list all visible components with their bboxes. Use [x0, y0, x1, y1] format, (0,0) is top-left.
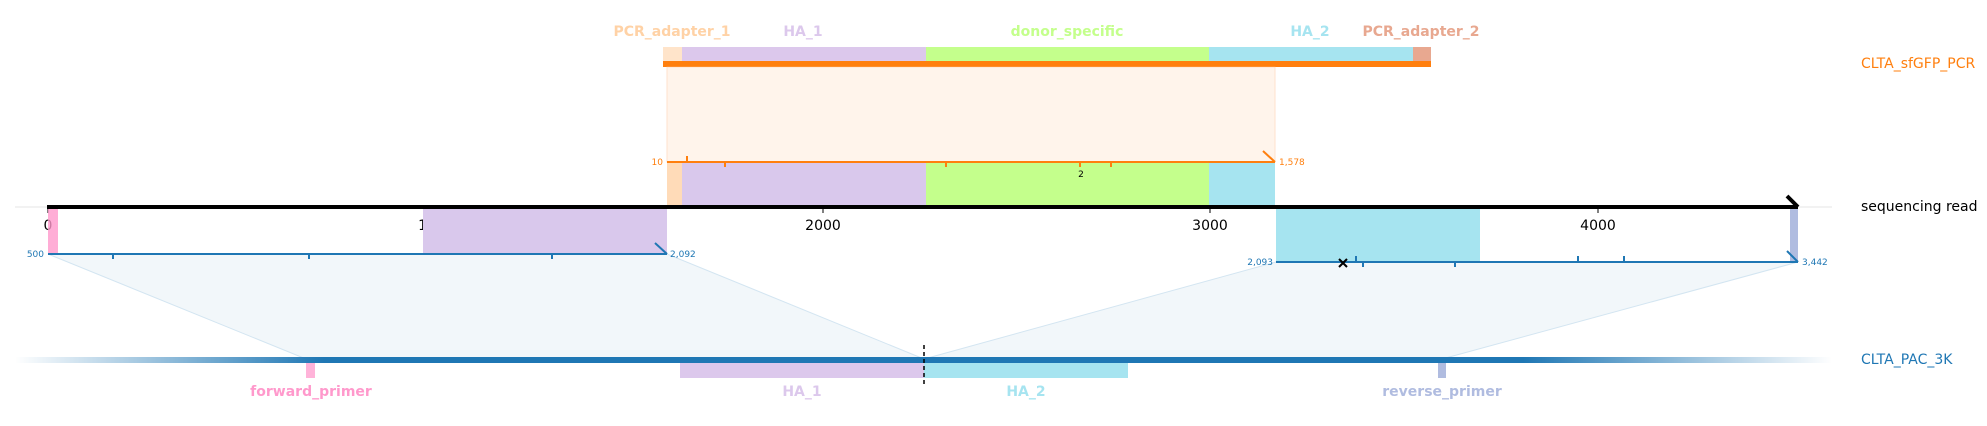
top-proj-ha1 [682, 162, 926, 207]
bottom-left-end-hook [654, 242, 668, 255]
top-alignment-end-hook [1262, 150, 1276, 163]
top-proj-ha2 [1209, 162, 1275, 207]
bottom-left-alignment-shading [47, 253, 925, 360]
bottom-feature-ha1-block [680, 363, 924, 378]
read-axis-tick-label-2000: 2000 [805, 218, 841, 234]
top-alignment-shading [666, 66, 1276, 163]
top-alignment-indel-label: 2 [1078, 170, 1084, 180]
bottom-feature-reverse-primer-block [1438, 363, 1446, 378]
bottom-reference-name: CLTA_PAC_3K [1861, 352, 1953, 368]
bottom-right-alignment: 2,093 3,442 [923, 209, 1828, 360]
bottom-feature-forward-primer-block [306, 363, 315, 378]
top-proj-donor [926, 162, 1209, 207]
bottom-feature-label-ha2: HA_2 [1006, 384, 1045, 400]
top-feature-label-donor-specific: donor_specific [1011, 24, 1124, 40]
read-axis-tick-label-4000: 4000 [1580, 218, 1616, 234]
deletion-mark-icon [1338, 258, 1348, 268]
bottom-feature-ha2-block [924, 363, 1128, 378]
bottom-right-start-label: 2,093 [1247, 258, 1273, 268]
bottom-reference: forward_primer HA_1 HA_2 reverse_primer … [15, 345, 1953, 400]
top-feature-label-ha1: HA_1 [783, 24, 822, 40]
bottom-right-reverse-primer-band [1790, 209, 1798, 262]
bottom-left-start-label: 500 [27, 250, 44, 260]
top-alignment-start-label: 10 [652, 158, 664, 168]
bottom-feature-label-reverse-primer: reverse_primer [1382, 384, 1502, 400]
bottom-right-end-label: 3,442 [1802, 258, 1828, 268]
bottom-left-ha1-band [423, 209, 667, 254]
top-proj-pcr-adapter-1 [667, 162, 682, 207]
read-axis-tick-label-3000: 3000 [1192, 218, 1228, 234]
bottom-right-end-hook [1786, 250, 1799, 263]
top-reference-bar [663, 61, 1431, 67]
read-axis-end-hook [1785, 194, 1800, 209]
top-feature-label-ha2: HA_2 [1290, 24, 1329, 40]
top-alignment: 10 1,578 2 [652, 66, 1305, 207]
bottom-right-alignment-shading [923, 261, 1799, 360]
top-feature-label-pcr-adapter-1: PCR_adapter_1 [613, 24, 730, 40]
read-name: sequencing read [1861, 199, 1977, 215]
bottom-left-end-label: 2,092 [670, 250, 696, 260]
bottom-left-alignment: 500 2,092 [27, 209, 925, 360]
bottom-right-ha2-band [1276, 209, 1480, 262]
top-reference: PCR_adapter_1 HA_1 donor_specific HA_2 P… [613, 24, 1975, 72]
bottom-left-forward-primer-band [48, 209, 58, 254]
top-reference-name: CLTA_sfGFP_PCR [1861, 56, 1975, 72]
bottom-feature-label-forward-primer: forward_primer [250, 384, 372, 400]
top-feature-label-pcr-adapter-2: PCR_adapter_2 [1362, 24, 1479, 40]
top-alignment-end-label: 1,578 [1279, 158, 1305, 168]
bottom-feature-label-ha1: HA_1 [782, 384, 821, 400]
